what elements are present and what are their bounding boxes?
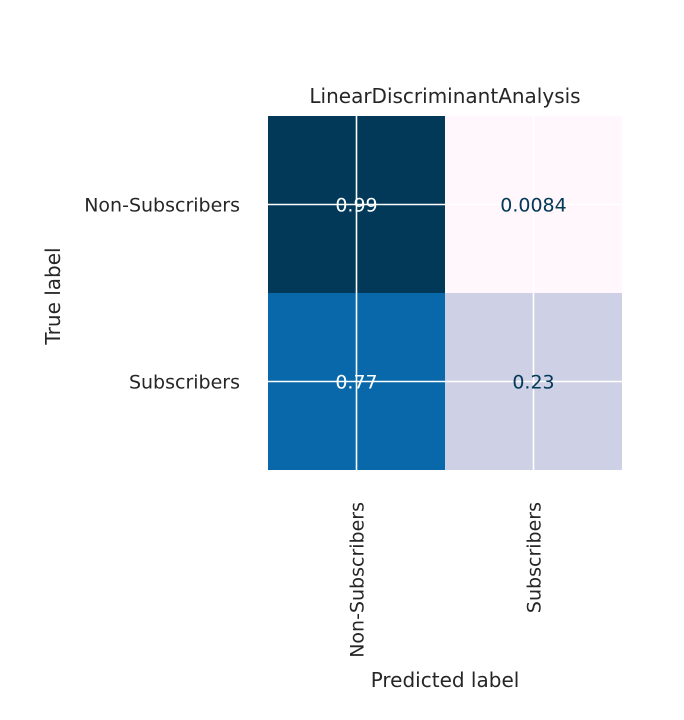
cell-value-label: 0.0084 [500, 195, 566, 217]
cell-value-label: 0.23 [512, 372, 554, 394]
y-tick-labels: Non-Subscribers Subscribers [84, 195, 240, 394]
cell-value-labels: 0.99 0.0084 0.77 0.23 [335, 195, 566, 394]
heatmap-cells [268, 116, 622, 470]
y-tick-label: Non-Subscribers [84, 195, 240, 217]
cell-value-label: 0.77 [335, 372, 377, 394]
cell-value-label: 0.99 [335, 195, 377, 217]
x-axis-title: Predicted label [371, 668, 520, 692]
gridlines [268, 116, 622, 470]
y-tick-label: Subscribers [129, 372, 240, 394]
y-axis-title: True label [41, 247, 65, 345]
x-tick-label: Subscribers [524, 502, 546, 613]
x-tick-label: Non-Subscribers [347, 502, 369, 658]
x-tick-labels: Non-Subscribers Subscribers [347, 502, 546, 658]
chart-title: LinearDiscriminantAnalysis [309, 84, 580, 108]
